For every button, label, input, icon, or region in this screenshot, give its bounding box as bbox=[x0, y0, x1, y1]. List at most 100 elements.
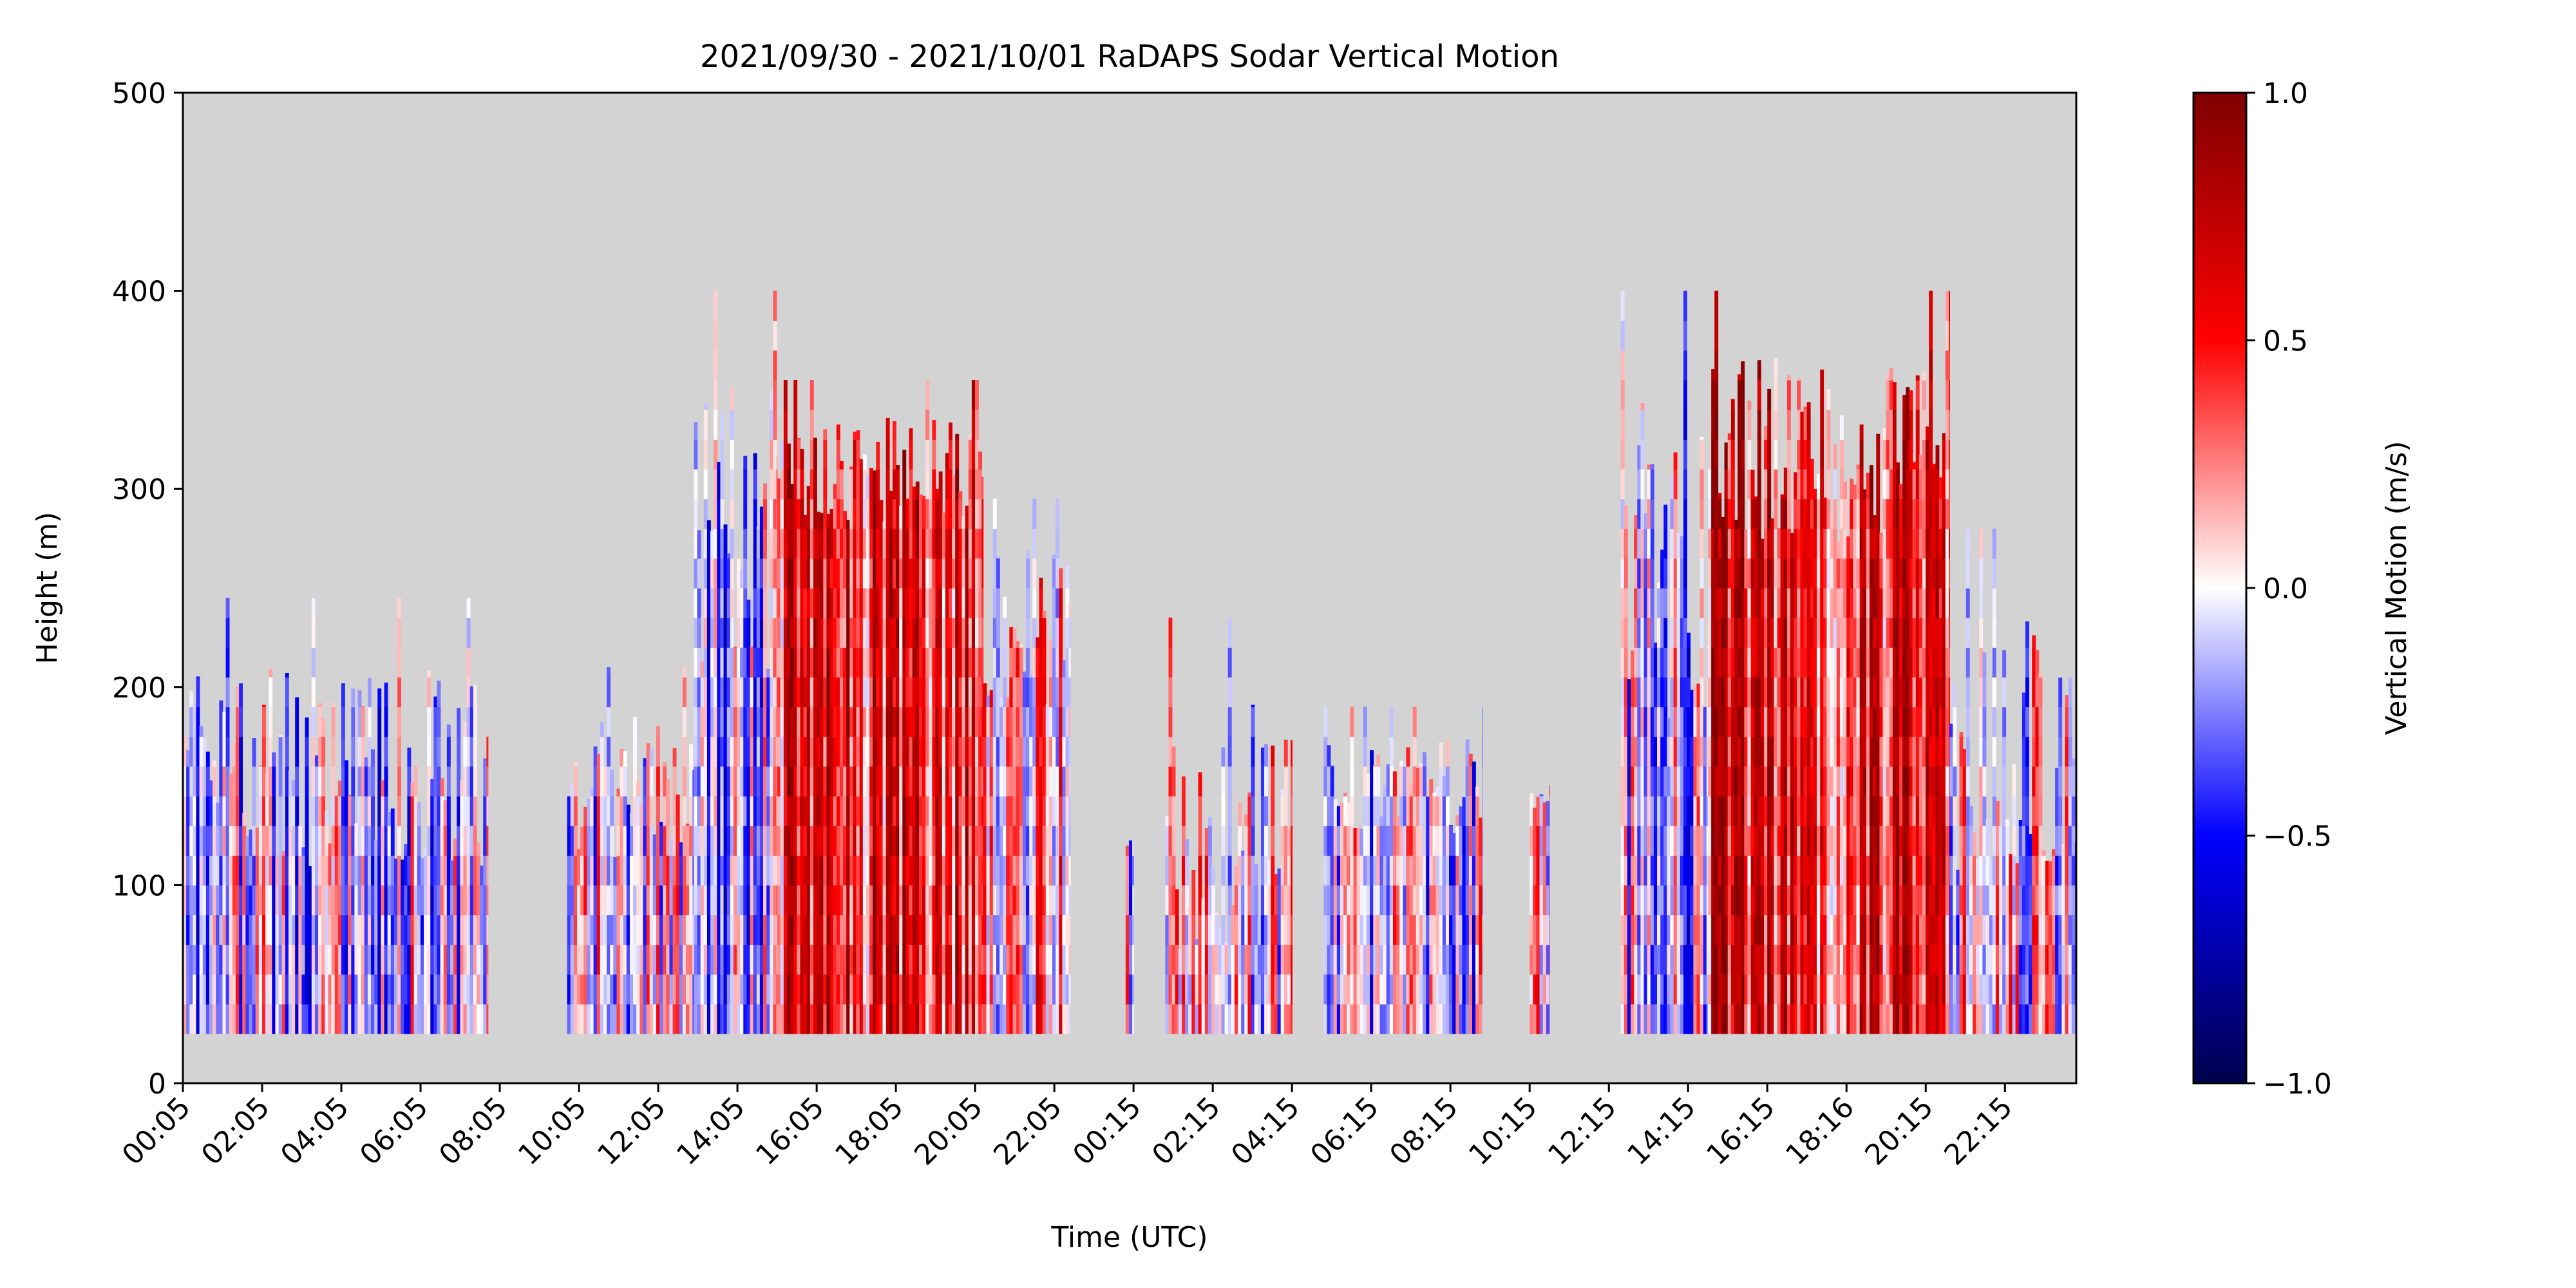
heatmap-cell bbox=[354, 914, 359, 945]
heatmap-cell bbox=[410, 974, 415, 1005]
heatmap-cell bbox=[1204, 828, 1209, 856]
heatmap-cell bbox=[1379, 885, 1384, 916]
heatmap-cell bbox=[1019, 643, 1023, 648]
heatmap-cell bbox=[989, 855, 994, 886]
heatmap-cell bbox=[430, 974, 435, 1005]
heatmap-cell bbox=[242, 855, 247, 886]
heatmap-cell bbox=[726, 677, 731, 708]
heatmap-cell bbox=[1026, 588, 1030, 618]
heatmap-cell bbox=[1052, 826, 1056, 856]
heatmap-cell bbox=[1707, 855, 1712, 886]
heatmap-cell bbox=[968, 855, 972, 886]
heatmap-cell bbox=[620, 944, 624, 975]
heatmap-cell bbox=[694, 885, 698, 916]
heatmap-cell bbox=[1670, 795, 1674, 826]
heatmap-cell bbox=[1006, 974, 1010, 1005]
heatmap-cell bbox=[909, 528, 913, 559]
heatmap-cell bbox=[938, 471, 943, 500]
heatmap-cell bbox=[694, 618, 698, 648]
heatmap-cell bbox=[905, 914, 910, 945]
heatmap-cell bbox=[1026, 706, 1030, 737]
heatmap-cell bbox=[1714, 766, 1719, 797]
heatmap-cell bbox=[909, 588, 913, 618]
heatmap-cell bbox=[853, 736, 857, 767]
heatmap-cell bbox=[938, 677, 943, 708]
heatmap-cell bbox=[397, 795, 401, 826]
heatmap-cell bbox=[876, 795, 880, 826]
heatmap-cell bbox=[723, 558, 728, 589]
heatmap-cell bbox=[896, 736, 900, 767]
heatmap-cell bbox=[1363, 855, 1367, 886]
heatmap-cell bbox=[417, 1003, 421, 1034]
heatmap-cell bbox=[869, 498, 873, 529]
heatmap-cell bbox=[1700, 469, 1704, 500]
plot-area bbox=[182, 91, 2078, 1084]
heatmap-cell bbox=[1680, 736, 1684, 767]
heatmap-cell bbox=[770, 736, 774, 767]
heatmap-cell bbox=[1403, 885, 1407, 916]
heatmap-cell bbox=[1065, 826, 1070, 856]
heatmap-cell bbox=[1718, 706, 1722, 737]
heatmap-cell bbox=[460, 974, 464, 1005]
heatmap-cell bbox=[1657, 914, 1661, 945]
heatmap-cell bbox=[968, 974, 972, 1005]
heatmap-cell bbox=[706, 558, 711, 589]
heatmap-cell bbox=[853, 795, 857, 826]
heatmap-cell bbox=[856, 736, 860, 767]
heatmap-cell bbox=[639, 804, 644, 826]
heatmap-cell bbox=[1012, 627, 1017, 648]
heatmap-cell bbox=[1340, 855, 1344, 886]
heatmap-cell bbox=[1744, 677, 1748, 708]
heatmap-cell bbox=[1195, 944, 1199, 975]
heatmap-cell bbox=[341, 914, 345, 945]
heatmap-cell bbox=[1241, 944, 1245, 975]
heatmap-cell bbox=[1754, 588, 1758, 618]
heatmap-cell bbox=[357, 855, 362, 886]
heatmap-cell bbox=[823, 647, 828, 678]
heatmap-cell bbox=[978, 469, 983, 500]
heatmap-cell bbox=[717, 647, 721, 678]
heatmap-cell bbox=[1676, 974, 1681, 1005]
heatmap-cell bbox=[902, 706, 907, 737]
heatmap-cell bbox=[433, 914, 438, 945]
heatmap-cell bbox=[1757, 1003, 1761, 1034]
heatmap-cell bbox=[839, 498, 844, 529]
heatmap-cell bbox=[836, 588, 840, 618]
heatmap-cell bbox=[1624, 736, 1628, 767]
heatmap-cell bbox=[620, 914, 624, 945]
heatmap-cell bbox=[357, 885, 362, 916]
heatmap-cell bbox=[833, 795, 837, 826]
heatmap-cell bbox=[1693, 944, 1698, 975]
heatmap-cell bbox=[1620, 826, 1625, 856]
heatmap-cell bbox=[1132, 1003, 1134, 1034]
heatmap-cell bbox=[743, 469, 748, 500]
heatmap-cell bbox=[1624, 558, 1628, 589]
heatmap-cell bbox=[1670, 618, 1674, 648]
heatmap-cell bbox=[856, 618, 860, 648]
heatmap-cell bbox=[1006, 944, 1010, 975]
heatmap-cell bbox=[311, 1003, 316, 1034]
heatmap-cell bbox=[1673, 914, 1678, 945]
heatmap-cell bbox=[952, 885, 956, 916]
heatmap-cell bbox=[1426, 885, 1430, 916]
heatmap-cell bbox=[288, 944, 292, 975]
heatmap-cell bbox=[1048, 826, 1053, 856]
heatmap-cell bbox=[413, 885, 418, 916]
heatmap-cell bbox=[1019, 1003, 1023, 1034]
heatmap-cell bbox=[968, 885, 972, 916]
heatmap-cell bbox=[918, 974, 923, 1005]
heatmap-cell bbox=[759, 885, 764, 916]
heatmap-cell bbox=[213, 826, 217, 856]
heatmap-cell bbox=[1231, 914, 1235, 945]
heatmap-cell bbox=[1693, 914, 1698, 945]
heatmap-cell bbox=[869, 588, 873, 618]
heatmap-cell bbox=[773, 528, 777, 559]
heatmap-cell bbox=[364, 757, 368, 767]
heatmap-cell bbox=[918, 588, 923, 618]
heatmap-cell bbox=[978, 855, 983, 886]
heatmap-cell bbox=[466, 736, 471, 767]
heatmap-cell bbox=[1530, 826, 1534, 856]
heatmap-cell bbox=[1706, 706, 1709, 737]
heatmap-cell bbox=[1657, 974, 1661, 1005]
heatmap-cell bbox=[1198, 885, 1202, 916]
